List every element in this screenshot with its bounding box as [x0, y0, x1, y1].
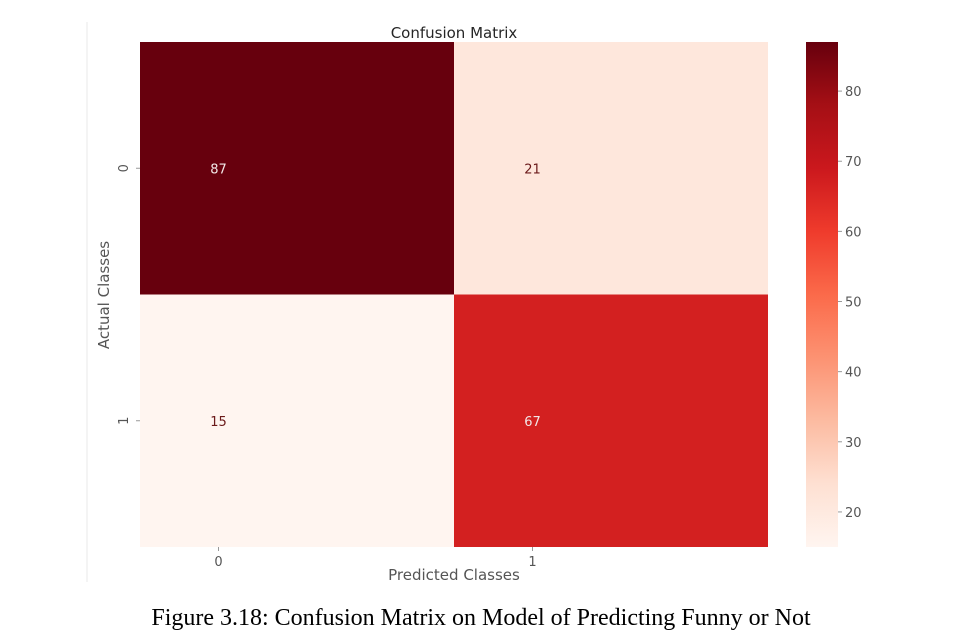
- y-axis-ticks: 01: [117, 164, 140, 425]
- cell-value-label: 87: [210, 162, 227, 177]
- colorbar-tick-label: 30: [845, 436, 862, 451]
- colorbar-tick-label: 20: [845, 506, 862, 521]
- colorbar-tick-label: 60: [845, 225, 862, 240]
- colorbar-tick-label: 80: [845, 85, 862, 100]
- figure-caption: Figure 3.18: Confusion Matrix on Model o…: [151, 605, 811, 631]
- heatmap-cell: [454, 42, 768, 295]
- colorbar: [806, 42, 838, 547]
- y-axis-label: Actual Classes: [95, 241, 113, 349]
- x-axis-label: Predicted Classes: [388, 566, 520, 584]
- cell-value-label: 67: [524, 415, 541, 430]
- cell-value-label: 21: [524, 162, 541, 177]
- x-tick-label: 0: [214, 555, 222, 570]
- heatmap-cells: [140, 42, 768, 547]
- colorbar-tick-label: 40: [845, 366, 862, 381]
- colorbar-tick-label: 50: [845, 296, 862, 311]
- y-tick-label: 1: [117, 417, 132, 425]
- heatmap-cell: [140, 294, 454, 547]
- colorbar-ticks: 20 30 40 50 60 70 80: [838, 85, 862, 521]
- y-tick-label: 0: [117, 164, 132, 172]
- chart-title: Confusion Matrix: [391, 24, 518, 42]
- x-tick-label: 1: [528, 555, 536, 570]
- heatmap-cell-labels: 87 21 15 67: [210, 162, 541, 430]
- heatmap-cell: [454, 294, 768, 547]
- cell-value-label: 15: [210, 415, 227, 430]
- heatmap-cell: [140, 42, 454, 295]
- colorbar-tick-label: 70: [845, 155, 862, 170]
